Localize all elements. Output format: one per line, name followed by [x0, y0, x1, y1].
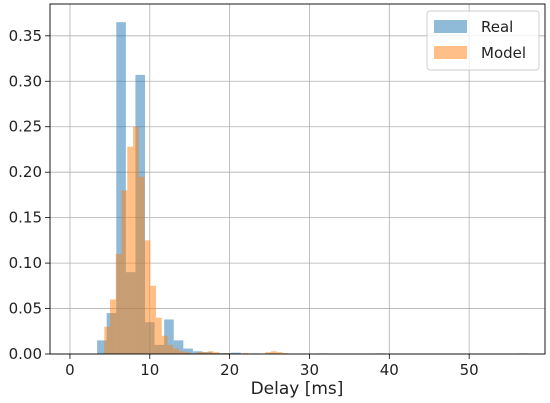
real-histogram-bar [183, 348, 193, 354]
model-histogram-bar [144, 240, 151, 354]
model-histogram-bar [138, 176, 145, 354]
model-histogram-bar [156, 317, 162, 354]
real-histogram-bar [116, 22, 126, 354]
model-histogram-bar [184, 352, 191, 354]
legend-swatch-real [434, 20, 467, 33]
real-histogram-bar [164, 319, 174, 354]
x-tick-label: 40 [380, 361, 399, 379]
x-tick-label: 50 [460, 361, 479, 379]
x-tick-label: 10 [140, 361, 159, 379]
model-histogram-bar [202, 352, 208, 354]
y-tick-label: 0.15 [9, 209, 42, 227]
model-histogram-bar [161, 335, 168, 354]
model-histogram-bar [127, 146, 134, 354]
real-histogram-bar [231, 352, 241, 354]
model-series-bars [104, 126, 289, 355]
model-histogram-bar [104, 326, 111, 354]
model-histogram-bar [276, 352, 283, 354]
model-histogram-bar [213, 352, 220, 354]
model-histogram-bar [207, 351, 214, 354]
x-axis-label: Delay [ms] [251, 379, 344, 399]
y-tick-label: 0.20 [9, 163, 42, 181]
model-histogram-bar [167, 344, 174, 354]
model-histogram-bar [270, 351, 277, 354]
plot-frame [49, 3, 546, 355]
legend-label-model: Model [481, 44, 526, 62]
y-tick-label: 0.05 [9, 300, 42, 318]
legend: Real Model [426, 10, 540, 71]
y-tick-label: 0.10 [9, 254, 42, 272]
x-tick-label: 30 [300, 361, 319, 379]
model-histogram-bar [173, 348, 180, 354]
x-tick-label: 0 [65, 361, 75, 379]
y-tick-label: 0.25 [9, 118, 42, 136]
y-tick-label: 0.30 [9, 72, 42, 90]
model-histogram-bar [121, 190, 128, 354]
legend-swatch-model [434, 46, 467, 59]
model-histogram-bar [133, 126, 139, 355]
model-histogram-bar [196, 352, 203, 354]
y-tick-label: 0.00 [9, 345, 42, 363]
model-histogram-bar [265, 352, 271, 354]
model-histogram-bar [110, 299, 116, 354]
y-axis-ticks: 0.00 0.05 0.10 0.15 0.20 0.25 0.30 0.35 [9, 27, 50, 363]
model-histogram-bar [225, 353, 231, 354]
model-histogram-bar [242, 353, 248, 354]
real-histogram-bar [173, 340, 184, 354]
x-axis-ticks: 0 10 20 30 40 50 [65, 354, 479, 379]
model-histogram-bar [115, 254, 122, 354]
legend-label-real: Real [481, 18, 513, 36]
y-tick-label: 0.35 [9, 27, 42, 45]
model-histogram-bar [179, 351, 185, 354]
model-histogram-bar [150, 285, 157, 354]
real-histogram-bar [97, 340, 107, 354]
x-tick-label: 20 [220, 361, 239, 379]
model-histogram-bar [282, 353, 289, 354]
